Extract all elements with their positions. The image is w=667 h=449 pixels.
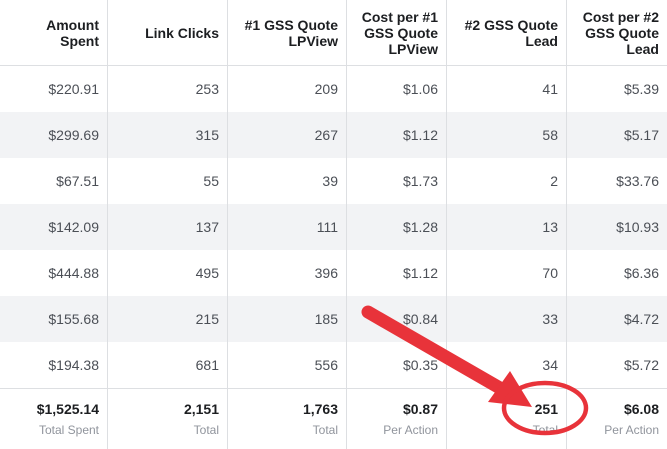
table-cell: 209 xyxy=(228,66,347,112)
table-cell: 55 xyxy=(108,158,228,204)
column-header[interactable]: Amount Spent xyxy=(0,0,108,66)
total-label: Total xyxy=(532,423,558,437)
column-header-label: Link Clicks xyxy=(145,24,219,41)
table-cell: 70 xyxy=(447,250,567,296)
total-cell: $0.87 Per Action xyxy=(347,388,447,449)
table-cell: 315 xyxy=(108,112,228,158)
table-cell: $1.06 xyxy=(347,66,447,112)
total-label: Total xyxy=(312,423,338,437)
total-value: 251 xyxy=(534,401,558,417)
total-value: 2,151 xyxy=(183,401,219,417)
table-cell: $33.76 xyxy=(616,173,659,189)
table-cell: 215 xyxy=(108,296,228,342)
column-header-label: #1 GSS Quote LPView xyxy=(244,16,338,49)
table-cell: 33 xyxy=(447,296,567,342)
table-cell: $220.91 xyxy=(0,66,108,112)
column-header-label: #2 GSS Quote Lead xyxy=(464,16,558,49)
total-value: 1,763 xyxy=(302,401,338,417)
total-label: Per Action xyxy=(604,423,659,437)
table-cell: $6.36 xyxy=(623,265,659,281)
table-cell: $5.17 xyxy=(567,112,667,158)
column-header-label: Cost per #1 GSS Quote LPView xyxy=(361,8,438,57)
column-header-label: Cost per #2 GSS Quote Lead xyxy=(582,8,659,57)
table-cell: $0.35 xyxy=(347,342,447,388)
total-cell: $1,525.14 Total Spent xyxy=(0,388,108,449)
table-cell: $5.39 xyxy=(623,81,659,97)
table-cell: 137 xyxy=(108,204,228,250)
table-cell: 39 xyxy=(228,158,347,204)
table-cell: 267 xyxy=(228,112,347,158)
table-cell: 58 xyxy=(447,112,567,158)
table-cell: 2 xyxy=(447,158,567,204)
table-cell: 111 xyxy=(228,204,347,250)
table-cell: 681 xyxy=(108,342,228,388)
table-cell: 13 xyxy=(447,204,567,250)
table-cell: $67.51 xyxy=(0,158,108,204)
table-cell: $1.12 xyxy=(347,250,447,296)
total-cell: $6.08 Per Action xyxy=(567,388,667,449)
table-cell: $142.09 xyxy=(0,204,108,250)
total-value: $0.87 xyxy=(402,401,438,417)
table-cell: 556 xyxy=(228,342,347,388)
total-label: Per Action xyxy=(383,423,438,437)
total-cell: 1,763 Total xyxy=(228,388,347,449)
table-cell: $4.72 xyxy=(567,296,667,342)
column-header[interactable]: #1 GSS Quote LPView xyxy=(228,0,347,66)
table-cell: $194.38 xyxy=(0,342,108,388)
table-cell: 253 xyxy=(108,66,228,112)
table-cell: 495 xyxy=(108,250,228,296)
total-label: Total Spent xyxy=(38,423,99,437)
table-cell: 34 xyxy=(447,342,567,388)
column-header[interactable]: #2 GSS Quote Lead xyxy=(447,0,567,66)
total-cell: 251 Total xyxy=(447,388,567,449)
column-header[interactable]: Cost per #1 GSS Quote LPView xyxy=(347,0,447,66)
table-cell: $1.12 xyxy=(347,112,447,158)
table-cell: $1.73 xyxy=(347,158,447,204)
table-cell: $1.28 xyxy=(347,204,447,250)
column-header[interactable]: Link Clicks xyxy=(108,0,228,66)
table-cell: $10.93 xyxy=(567,204,667,250)
table-cell: 41 xyxy=(447,66,567,112)
total-cell: 2,151 Total xyxy=(108,388,228,449)
table-cell: $0.84 xyxy=(347,296,447,342)
table-cell: 396 xyxy=(228,250,347,296)
column-header[interactable]: Cost per #2 GSS Quote Lead xyxy=(567,0,667,66)
table-cell: $444.88 xyxy=(0,250,108,296)
total-value: $1,525.14 xyxy=(36,401,99,417)
total-label: Total xyxy=(193,423,219,437)
table-cell: 185 xyxy=(228,296,347,342)
table-cell: $299.69 xyxy=(0,112,108,158)
table-cell: $155.68 xyxy=(0,296,108,342)
column-header-label: Amount Spent xyxy=(46,16,99,49)
table-cell: $5.72 xyxy=(623,357,659,373)
total-value: $6.08 xyxy=(623,401,659,417)
